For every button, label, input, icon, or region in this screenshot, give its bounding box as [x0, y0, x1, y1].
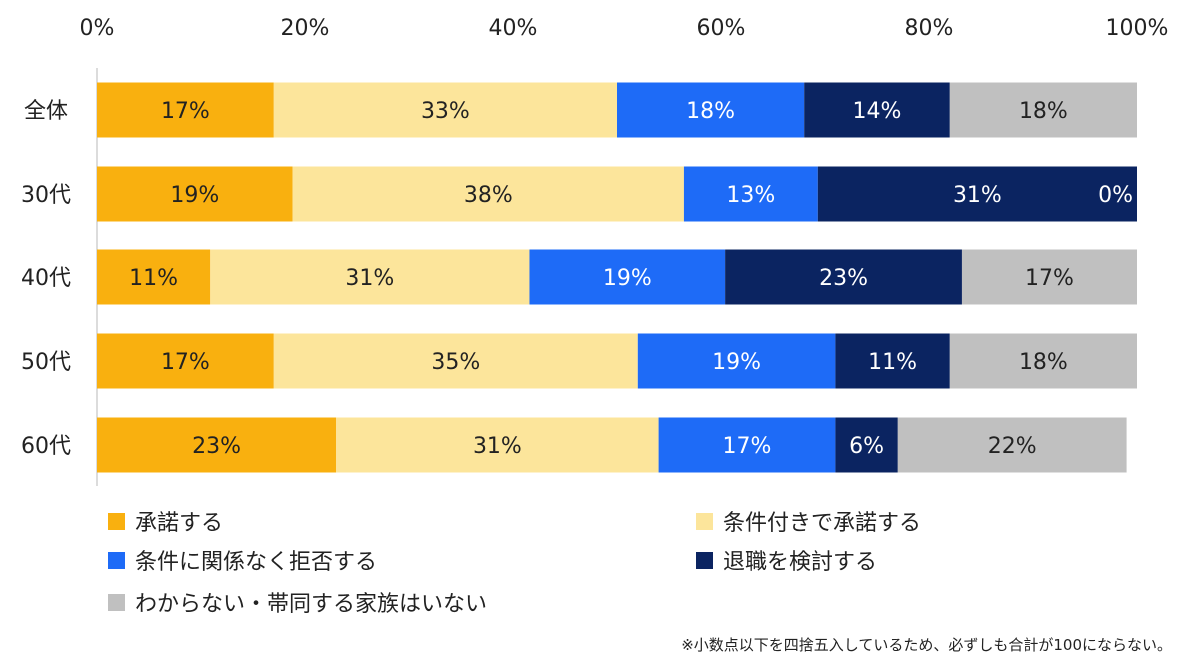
data-label: 31% — [345, 266, 394, 291]
category-label: 40代 — [21, 266, 71, 291]
bar-segment — [804, 82, 950, 138]
data-label: 31% — [473, 434, 522, 459]
bar-segment — [637, 333, 836, 389]
bar-segment — [97, 249, 211, 305]
x-axis-ticks: 0% 20% 40% 60% 80% 100% — [80, 16, 1169, 41]
bar-segment — [725, 249, 962, 305]
data-label: 19% — [712, 350, 761, 375]
bar-segment — [658, 417, 836, 473]
bar-segment — [835, 417, 898, 473]
category-label: 60代 — [21, 434, 71, 459]
bar-segment — [949, 82, 1137, 138]
bar-segment — [897, 417, 1127, 473]
bar-segment — [683, 166, 818, 222]
bar-segment — [617, 82, 805, 138]
bar-segment — [210, 249, 530, 305]
data-label: 18% — [1019, 99, 1068, 124]
bar-segment — [817, 166, 1137, 222]
data-label: 19% — [603, 266, 652, 291]
bar-segment — [835, 333, 950, 389]
data-label: 22% — [988, 434, 1037, 459]
data-label: 23% — [192, 434, 241, 459]
x-tick-label: 100% — [1106, 16, 1169, 41]
data-label: 14% — [853, 99, 902, 124]
data-label: 19% — [170, 183, 219, 208]
data-label: 0% — [1098, 183, 1133, 208]
data-label: 17% — [161, 350, 210, 375]
data-label: 31% — [953, 183, 1002, 208]
bar-segment — [529, 249, 726, 305]
x-tick-label: 0% — [80, 16, 115, 41]
footnote: ※小数点以下を四捨五入しているため、必ずしも合計が100にならない。 — [681, 636, 1172, 654]
category-label: 全体 — [24, 99, 68, 124]
x-tick-label: 80% — [905, 16, 954, 41]
data-label: 18% — [686, 99, 735, 124]
data-label: 38% — [464, 183, 513, 208]
data-label: 11% — [129, 266, 178, 291]
bar-segment — [273, 82, 617, 138]
data-label: 35% — [431, 350, 480, 375]
data-label: 17% — [1025, 266, 1074, 291]
data-label: 17% — [723, 434, 772, 459]
data-labels: 17% 33% 18% 14% 18% 19% 38% 13% 31% 0% 11% 31% 19% 23… — [129, 99, 1133, 459]
bar-segment — [97, 417, 337, 473]
data-label: 17% — [161, 99, 210, 124]
data-label: 6% — [849, 434, 884, 459]
bar-segment — [273, 333, 638, 389]
bar-segment — [97, 333, 274, 389]
data-label: 13% — [726, 183, 775, 208]
bar-segment — [961, 249, 1137, 305]
data-label: 33% — [421, 99, 470, 124]
x-tick-label: 40% — [489, 16, 538, 41]
category-labels: 全体 30代 40代 50代 60代 — [21, 99, 71, 459]
x-tick-label: 20% — [281, 16, 330, 41]
data-label: 18% — [1019, 350, 1068, 375]
bar-segment — [336, 417, 659, 473]
bar-segment — [949, 333, 1137, 389]
bar-segment — [292, 166, 684, 222]
data-label: 11% — [868, 350, 917, 375]
x-tick-label: 60% — [697, 16, 746, 41]
bar-segment — [97, 166, 293, 222]
bar-segment — [97, 82, 274, 138]
data-label: 23% — [819, 266, 868, 291]
category-label: 30代 — [21, 183, 71, 208]
bars — [97, 82, 1137, 473]
category-label: 50代 — [21, 350, 71, 375]
